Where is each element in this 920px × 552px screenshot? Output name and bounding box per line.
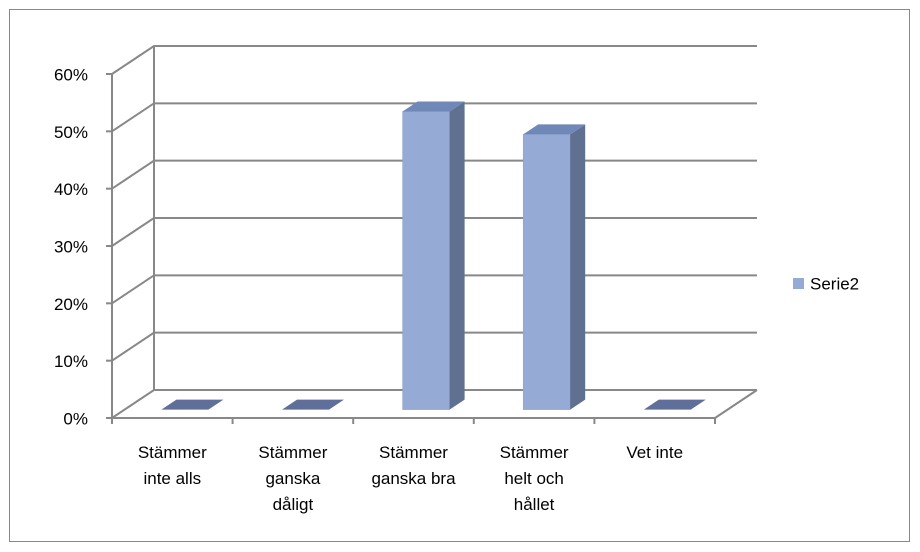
bar-top bbox=[282, 399, 344, 410]
x-tick-label: Stämmer helt och hållet bbox=[499, 443, 569, 514]
bar-top bbox=[402, 101, 465, 112]
legend-label: Serie2 bbox=[810, 274, 859, 293]
bar bbox=[282, 399, 344, 410]
bar-side bbox=[570, 124, 586, 410]
y-tick-label: 40% bbox=[54, 180, 88, 199]
legend-swatch bbox=[793, 278, 804, 289]
bar-top bbox=[161, 399, 224, 410]
y-tick-label: 60% bbox=[54, 65, 88, 84]
y-tick-label: 10% bbox=[54, 352, 88, 371]
bar-top bbox=[643, 399, 706, 410]
x-tick-label: Stämmer ganska bra bbox=[371, 443, 456, 488]
y-tick-label: 50% bbox=[54, 123, 88, 142]
bar-front bbox=[522, 134, 571, 410]
bar bbox=[522, 124, 586, 410]
x-tick-label: Stämmer ganska dåligt bbox=[258, 443, 328, 514]
bar-side bbox=[449, 101, 465, 410]
grid-line bbox=[111, 102, 757, 133]
bar bbox=[643, 399, 706, 410]
floor-edge bbox=[714, 389, 758, 419]
bar-top bbox=[523, 124, 586, 135]
grid-line bbox=[111, 45, 757, 75]
x-tick-label: Stämmer inte alls bbox=[137, 443, 207, 488]
bar bbox=[402, 101, 465, 410]
y-tick-label: 20% bbox=[54, 295, 88, 314]
y-tick-label: 0% bbox=[63, 409, 88, 428]
bar bbox=[161, 399, 224, 410]
bar-front bbox=[402, 111, 450, 410]
y-tick-label: 30% bbox=[54, 237, 88, 256]
x-tick-label: Vet inte bbox=[626, 443, 684, 462]
